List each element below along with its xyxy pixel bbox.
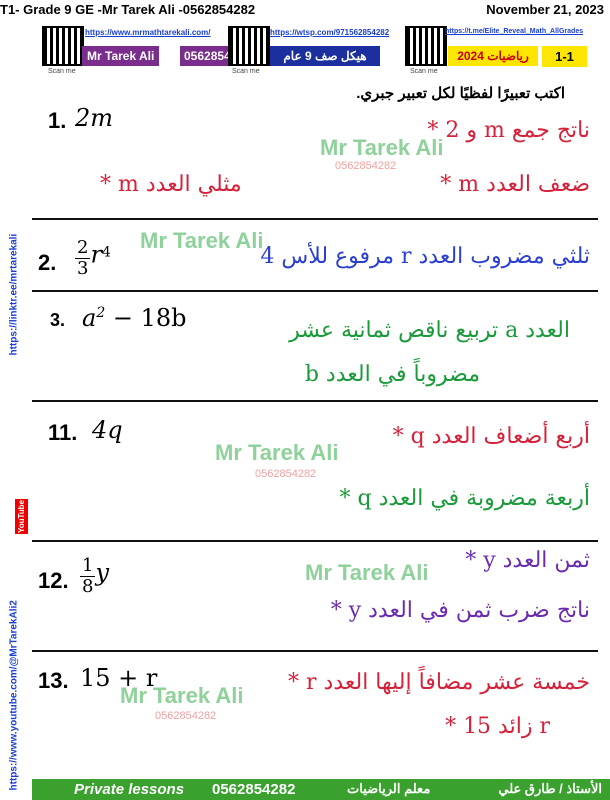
footer-bar: Private lessons 0562854282 معلم الرياضيا…	[32, 779, 610, 800]
variable: r	[90, 240, 102, 269]
denominator: 8	[82, 576, 94, 597]
handwritten-answer: r زائد 15 *	[445, 714, 550, 739]
watermark: Mr Tarek Ali	[215, 440, 339, 465]
watermark: 0562854282	[155, 710, 217, 722]
footer-role: معلم الرياضيات	[347, 781, 431, 796]
variable: a	[82, 304, 97, 332]
variable: y	[95, 558, 110, 587]
problem-number: 3.	[50, 310, 66, 330]
watermark: 0562854282	[255, 468, 317, 480]
banner: Scan me https://www.mrmathtarekali.com/ …	[30, 24, 605, 78]
problem-number: 2.	[38, 250, 57, 275]
qr-code	[228, 26, 270, 66]
expression: 15 + r	[80, 664, 158, 692]
watermark: Mr Tarek Ali	[120, 683, 244, 708]
expression: a2 − 18b	[82, 304, 187, 332]
subject-badge: رياضيات 2024	[448, 46, 538, 66]
qr-code	[42, 26, 84, 66]
numerator: 1	[80, 555, 96, 577]
expression: 4q	[92, 416, 123, 444]
exponent: 4	[101, 244, 111, 261]
divider	[32, 290, 598, 292]
header-date: November 21, 2023	[486, 2, 604, 17]
problem-number: 13.	[38, 668, 69, 693]
numerator: 2	[75, 237, 91, 259]
watermark: Mr Tarek Ali	[140, 228, 264, 253]
divider	[32, 540, 598, 542]
footer-teacher: الأستاذ / طارق علي	[498, 781, 602, 796]
handwritten-answer: ضعف العدد m *	[440, 172, 590, 197]
handwritten-answer: العدد a تربيع ناقص ثمانية عشر	[289, 318, 570, 343]
handwritten-answer: أربعة مضروبة في العدد q *	[339, 486, 590, 511]
qr-code	[405, 26, 447, 66]
divider	[32, 650, 598, 652]
problem-number: 1.	[48, 108, 67, 133]
handwritten-answer: مضروباً في العدد b	[304, 362, 480, 387]
scan-label: Scan me	[410, 68, 438, 75]
footer-phone: 0562854282	[212, 781, 296, 798]
expression-rest: − 18b	[105, 304, 187, 332]
problem-number: 12.	[38, 568, 69, 593]
problem-number: 11.	[48, 420, 78, 445]
header-title: T1- Grade 9 GE -Mr Tarek Ali -0562854282	[0, 2, 256, 17]
handwritten-answer: ناتج جمع m و 2 *	[427, 118, 590, 143]
expression: 2 3 r4	[75, 238, 111, 279]
handwritten-answer: ناتج ضرب ثمن في العدد y *	[330, 598, 590, 623]
divider	[32, 218, 598, 220]
watermark: Mr Tarek Ali	[320, 135, 444, 160]
handwritten-answer: خمسة عشر مضافاً إليها العدد r *	[288, 670, 590, 695]
exponent: 2	[96, 305, 106, 321]
structure-badge: هيكل صف 9 عام	[270, 46, 380, 66]
expression: 2m	[75, 104, 114, 132]
handwritten-answer: مثلي العدد m *	[100, 172, 242, 197]
divider	[32, 400, 598, 402]
telegram-link[interactable]: https://t.me/Elite_Reveal_Math_AllGrades	[445, 28, 584, 35]
handwritten-answer: ثلثي مضروب العدد r مرفوع للأس 4	[260, 244, 590, 269]
handwritten-answer: أربع أضعاف العدد q *	[392, 424, 590, 449]
youtube-link[interactable]: https://www.youtube.com/@MrTarekAli2	[8, 600, 20, 791]
side-bar: https://linktr.ee/mrtarekali YouTube htt…	[4, 90, 29, 791]
footer-lessons: Private lessons	[74, 781, 185, 798]
whatsapp-link[interactable]: https://wtsp.com/971562854282	[270, 28, 390, 37]
linktree-link[interactable]: https://linktr.ee/mrtarekali	[8, 233, 20, 356]
website-link[interactable]: https://www.mrmathtarekali.com/	[85, 28, 211, 37]
denominator: 3	[77, 258, 89, 279]
handwritten-answer: ثمن العدد y *	[465, 548, 590, 573]
watermark: 0562854282	[335, 160, 397, 172]
scan-label: Scan me	[48, 68, 76, 75]
instruction: اكتب تعبيرًا لفظيًا لكل تعبير جبري.	[356, 85, 565, 102]
scan-label: Scan me	[232, 68, 260, 75]
lesson-badge: 1-1	[542, 46, 587, 67]
name-badge: Mr Tarek Ali	[82, 46, 160, 66]
watermark: Mr Tarek Ali	[305, 560, 429, 585]
